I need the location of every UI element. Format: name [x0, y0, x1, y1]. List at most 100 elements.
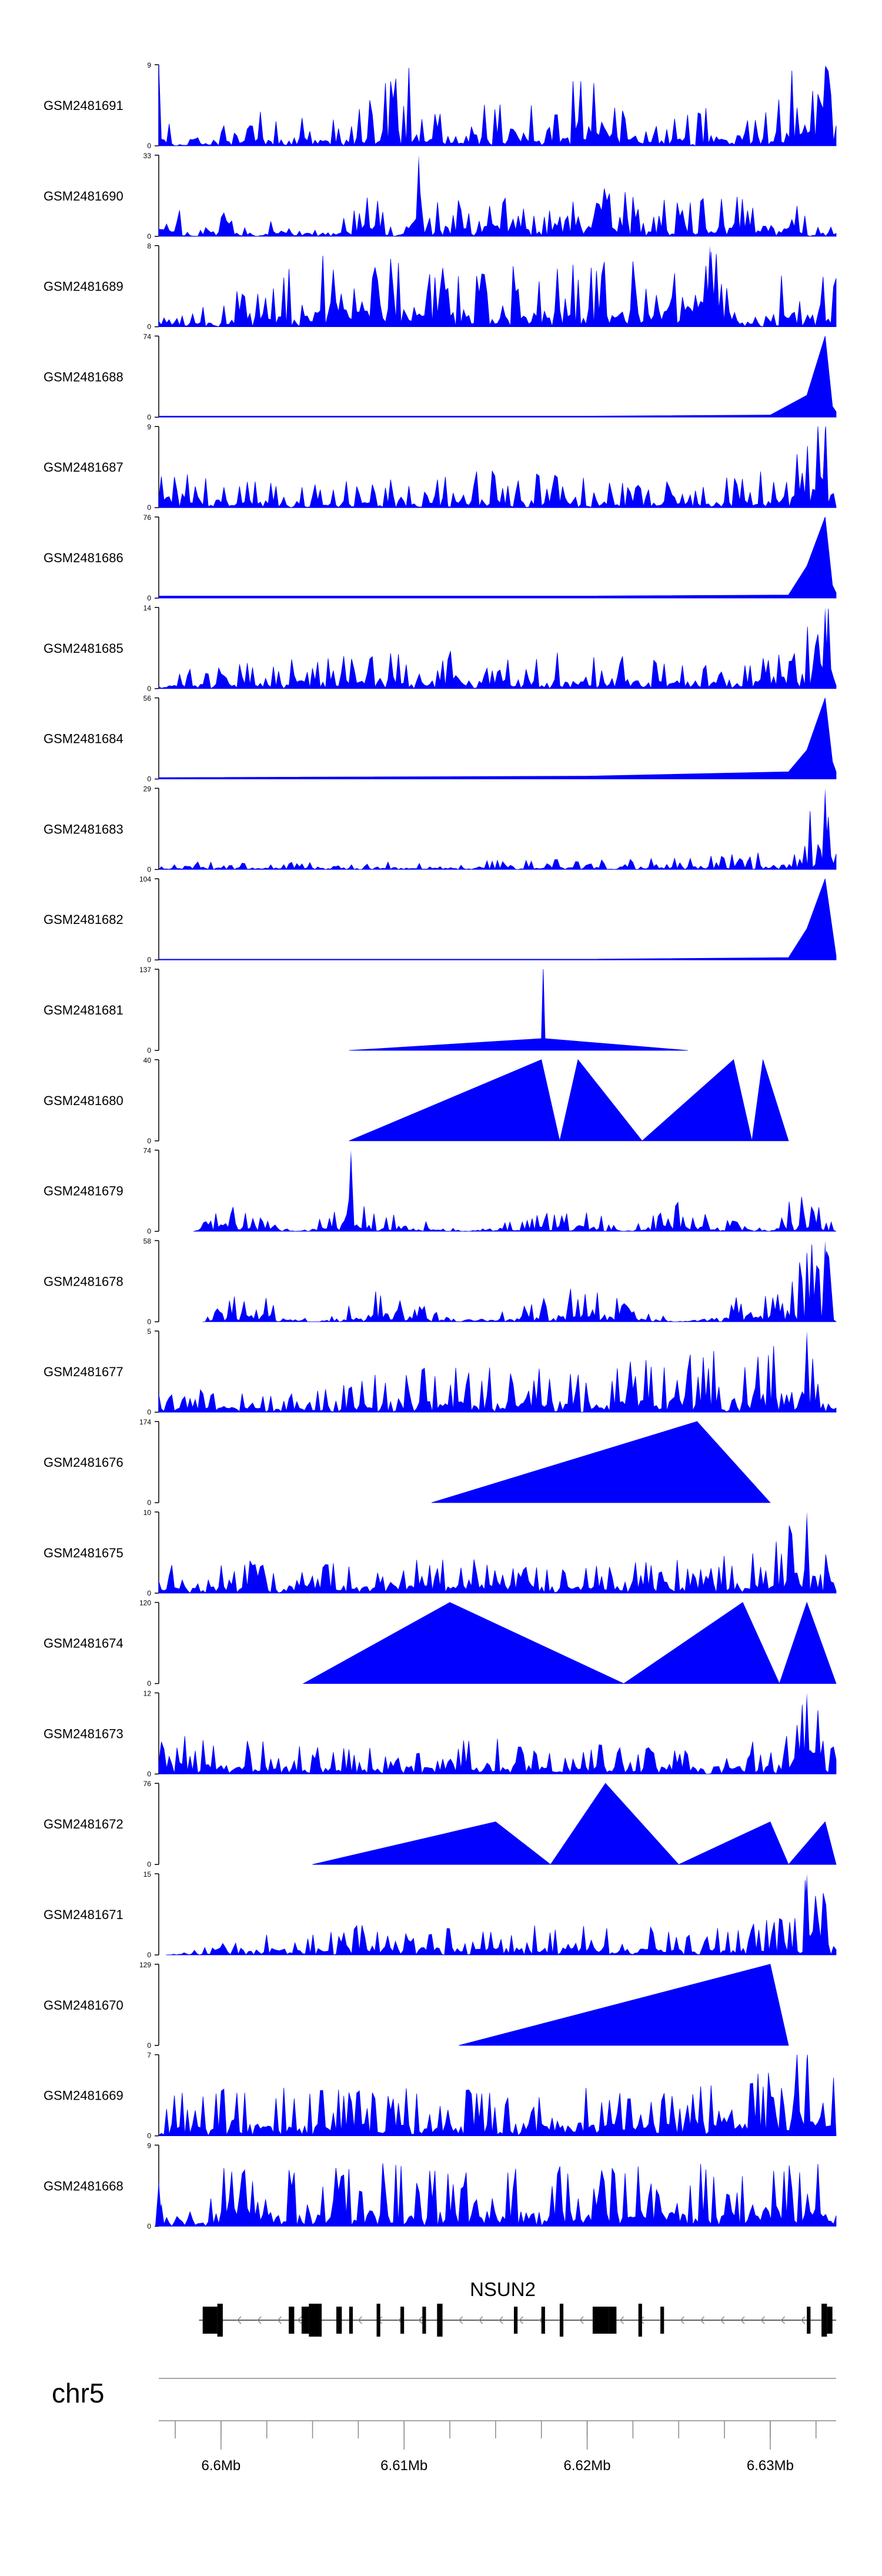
track-label: GSM2481685 — [44, 641, 123, 656]
gene-exon — [422, 2307, 426, 2334]
signal-area — [158, 64, 837, 146]
signal-area — [349, 1059, 789, 1142]
signal-area — [158, 184, 837, 237]
track-label: GSM2481684 — [44, 732, 123, 746]
strand-arrow — [418, 2316, 423, 2324]
y-max-label: 29 — [143, 785, 152, 793]
y-min-label: 0 — [147, 594, 151, 602]
track-label: GSM2481679 — [44, 1184, 123, 1199]
track-label: GSM2481691 — [44, 98, 123, 113]
track-label: GSM2481680 — [44, 1093, 123, 1108]
track-label: GSM2481689 — [44, 279, 123, 294]
strand-arrow — [619, 2316, 624, 2324]
track-GSM2481673: GSM2481673 12 0 — [44, 1689, 837, 1778]
axis-tick-label: 6.63Mb — [747, 2458, 794, 2474]
gene-exon — [336, 2307, 342, 2334]
y-min-label: 0 — [147, 1317, 151, 1326]
track-label: GSM2481687 — [44, 460, 123, 475]
y-max-label: 74 — [143, 332, 152, 341]
strand-arrow — [519, 2316, 523, 2324]
y-max-label: 76 — [143, 1780, 152, 1788]
track-GSM2481689: GSM2481689 8 0 — [44, 242, 837, 331]
y-max-label: 174 — [139, 1418, 151, 1426]
y-min-label: 0 — [147, 1770, 151, 1778]
gene-exon — [217, 2304, 223, 2337]
strand-arrow — [579, 2316, 584, 2324]
track-GSM2481677: GSM2481677 5 0 — [44, 1327, 837, 1416]
y-min-label: 0 — [147, 323, 151, 331]
track-GSM2481678: GSM2481678 58 0 — [44, 1237, 837, 1326]
y-min-label: 0 — [147, 1408, 151, 1416]
track-label: GSM2481670 — [44, 1998, 123, 2013]
track-label: GSM2481677 — [44, 1364, 123, 1379]
gene-exon — [660, 2307, 664, 2334]
signal-area — [431, 1421, 771, 1503]
track-label: GSM2481669 — [44, 2088, 123, 2103]
strand-arrow — [780, 2316, 786, 2324]
strand-arrow — [257, 2316, 262, 2324]
gene-exon — [202, 2307, 218, 2334]
strand-arrow — [236, 2316, 242, 2324]
gene-exon — [437, 2304, 443, 2337]
signal-area — [158, 1525, 837, 1594]
strand-arrow — [700, 2316, 705, 2324]
track-GSM2481670: GSM2481670 129 0 — [44, 1961, 789, 2050]
signal-peak — [803, 1331, 811, 1413]
y-max-label: 76 — [143, 513, 152, 522]
y-max-label: 56 — [143, 695, 152, 703]
axis-tick-label: 6.6Mb — [202, 2458, 241, 2474]
y-min-label: 0 — [147, 775, 151, 783]
signal-area — [158, 698, 837, 779]
track-GSM2481691: GSM2481691 9 0 — [44, 61, 837, 150]
y-max-label: 58 — [143, 1237, 152, 1245]
strand-arrow — [297, 2316, 302, 2324]
signal-area — [158, 336, 837, 418]
y-min-label: 0 — [147, 1951, 151, 1959]
y-min-label: 0 — [147, 1046, 151, 1055]
track-GSM2481687: GSM2481687 9 0 — [44, 423, 837, 512]
gene-name-label: NSUN2 — [470, 2278, 536, 2300]
gene-exon — [592, 2307, 609, 2334]
track-GSM2481668: GSM2481668 9 0 — [44, 2141, 837, 2230]
track-GSM2481674: GSM2481674 120 0 — [44, 1599, 837, 1688]
strand-arrow — [277, 2316, 282, 2324]
track-label: GSM2481690 — [44, 189, 123, 203]
y-max-label: 12 — [143, 1689, 152, 1697]
signal-area — [158, 608, 837, 690]
y-min-label: 0 — [147, 1680, 151, 1688]
y-max-label: 7 — [147, 2051, 151, 2060]
gene-exon — [376, 2304, 380, 2337]
track-GSM2481684: GSM2481684 56 0 — [44, 695, 837, 783]
y-min-label: 0 — [147, 2222, 151, 2230]
signal-area — [158, 1346, 837, 1413]
signal-area — [158, 252, 837, 328]
y-min-label: 0 — [147, 2041, 151, 2050]
track-label: GSM2481671 — [44, 1907, 123, 1922]
signal-area — [302, 1601, 837, 1684]
gene-exon — [821, 2304, 827, 2337]
track-label: GSM2481682 — [44, 912, 123, 927]
y-max-label: 120 — [139, 1599, 151, 1607]
strand-arrow — [458, 2316, 463, 2324]
track-label: GSM2481686 — [44, 550, 123, 565]
signal-tracks: GSM248169190GSM2481690330GSM248168980GSM… — [44, 61, 837, 2230]
y-max-label: 10 — [143, 1509, 152, 1517]
track-label: GSM2481673 — [44, 1726, 123, 1741]
y-min-label: 0 — [147, 685, 151, 693]
genome-axis: chr5 6.6Mb 6.61Mb 6.62Mb 6.63Mb — [52, 2378, 836, 2474]
strand-arrow — [680, 2316, 684, 2324]
track-label: GSM2481672 — [44, 1817, 123, 1831]
track-label: GSM2481676 — [44, 1455, 123, 1470]
track-label: GSM2481681 — [44, 1003, 123, 1017]
signal-area — [459, 1964, 789, 2046]
strand-arrow — [740, 2316, 745, 2324]
gene-exon — [400, 2307, 405, 2334]
track-GSM2481676: GSM2481676 174 0 — [44, 1418, 771, 1507]
track-GSM2481672: GSM2481672 76 0 — [44, 1780, 837, 1868]
chromosome-label: chr5 — [52, 2378, 104, 2408]
y-max-label: 8 — [147, 242, 151, 251]
strand-arrow — [499, 2316, 503, 2324]
signal-area — [158, 2054, 837, 2137]
gene-track: NSUN2 — [199, 2278, 836, 2337]
